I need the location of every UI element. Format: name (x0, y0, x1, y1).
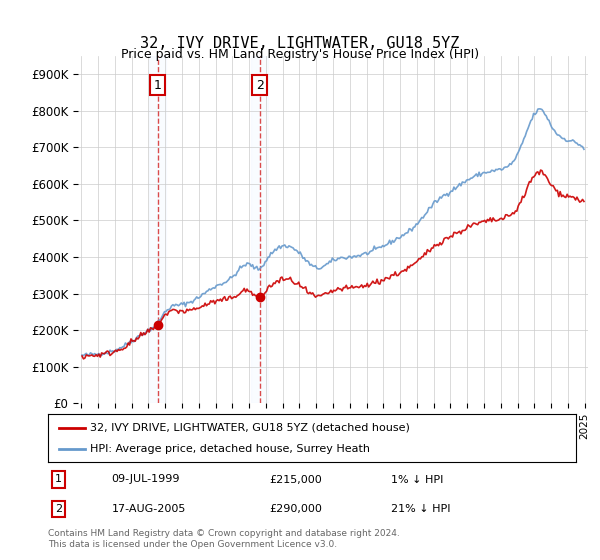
Text: 2: 2 (55, 504, 62, 514)
Text: 17-AUG-2005: 17-AUG-2005 (112, 504, 186, 514)
Bar (149, 56, 166, 403)
Text: 32, IVY DRIVE, LIGHTWATER, GU18 5YZ (detached house): 32, IVY DRIVE, LIGHTWATER, GU18 5YZ (det… (90, 423, 410, 433)
Text: £290,000: £290,000 (270, 504, 323, 514)
Text: 09-JUL-1999: 09-JUL-1999 (112, 474, 180, 484)
Text: HPI: Average price, detached house, Surrey Heath: HPI: Average price, detached house, Surr… (90, 444, 370, 454)
Text: £215,000: £215,000 (270, 474, 323, 484)
Bar (251, 56, 268, 403)
Text: Price paid vs. HM Land Registry's House Price Index (HPI): Price paid vs. HM Land Registry's House … (121, 48, 479, 60)
Text: Contains HM Land Registry data © Crown copyright and database right 2024.
This d: Contains HM Land Registry data © Crown c… (48, 529, 400, 549)
Text: 1: 1 (154, 79, 161, 92)
Text: 21% ↓ HPI: 21% ↓ HPI (391, 504, 451, 514)
Text: 32, IVY DRIVE, LIGHTWATER, GU18 5YZ: 32, IVY DRIVE, LIGHTWATER, GU18 5YZ (140, 36, 460, 52)
Text: 1% ↓ HPI: 1% ↓ HPI (391, 474, 443, 484)
Text: 2: 2 (256, 79, 263, 92)
Text: 1: 1 (55, 474, 62, 484)
